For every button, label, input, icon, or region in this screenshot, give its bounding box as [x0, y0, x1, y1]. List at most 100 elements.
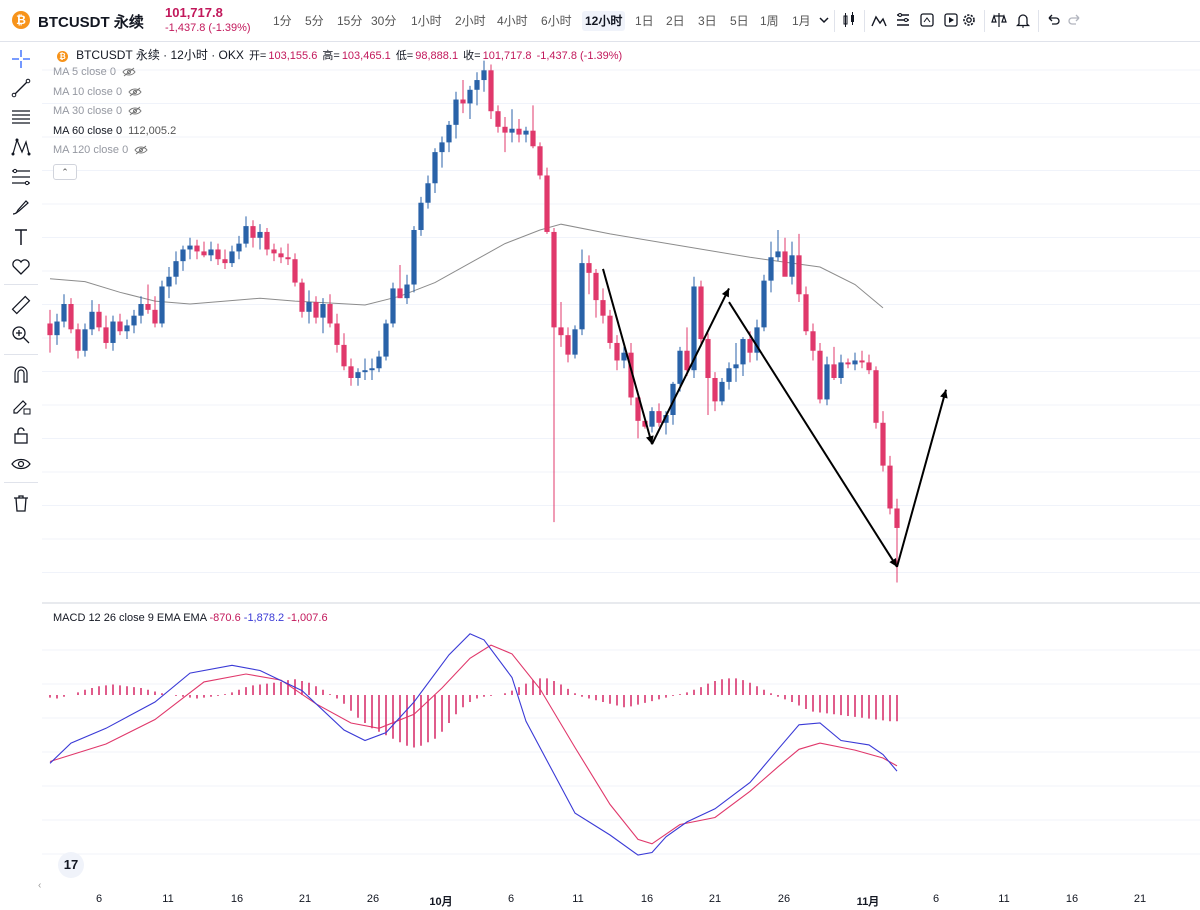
candle-body [418, 202, 424, 230]
candle-body [376, 356, 382, 369]
replay-icon[interactable] [942, 11, 960, 29]
candle-body [537, 146, 543, 176]
timeframe-2[interactable]: 15分 [337, 14, 363, 28]
candle-body [236, 243, 242, 252]
lock-icon[interactable] [10, 424, 32, 446]
fib-icon[interactable] [10, 166, 32, 188]
ma-legend-row-1[interactable]: MA 10 close 0 [53, 86, 142, 98]
candle-body [355, 372, 361, 378]
timeframe-14[interactable]: 1月 [792, 14, 811, 28]
ma-legend-row-4[interactable]: MA 120 close 0 [53, 144, 148, 156]
x-tick-label: 26 [366, 893, 380, 905]
drawn-arrows[interactable] [602, 268, 948, 568]
candle-body [47, 323, 53, 336]
candle-body [586, 263, 592, 273]
bitcoin-logo-icon: ₿ [12, 11, 30, 29]
candle-style-icon[interactable] [840, 11, 858, 29]
candle-body [530, 130, 536, 147]
alert-icon[interactable] [918, 11, 936, 29]
candle-body [544, 175, 550, 232]
ma-legend-row-0[interactable]: MA 5 close 0 [53, 66, 136, 78]
settings-icon[interactable] [960, 11, 978, 29]
chevron-down-icon[interactable]: ⌵ [134, 10, 144, 24]
timeframe-5[interactable]: 2小时 [455, 14, 486, 28]
ma-legend-row-3[interactable]: MA 60 close 0 112,005.2 [53, 125, 176, 137]
x-tick-label: 10月 [429, 896, 453, 908]
trash-icon[interactable] [10, 492, 32, 514]
undo-icon[interactable] [1044, 11, 1062, 29]
legend-title: BTCUSDT 永续 · 12小时 · OKX [76, 48, 244, 62]
candle-body [614, 342, 620, 361]
candle-body [103, 327, 109, 343]
text-icon[interactable] [10, 226, 32, 248]
candle-body [649, 411, 655, 427]
timeframe-6[interactable]: 4小时 [497, 14, 528, 28]
ruler-icon[interactable] [10, 294, 32, 316]
symbol-title[interactable]: BTCUSDT 永续 [38, 14, 144, 31]
alerts-bell-icon[interactable] [1014, 11, 1032, 29]
timeframe-3[interactable]: 30分 [371, 14, 397, 28]
hidden-eye-icon[interactable] [128, 106, 142, 116]
candle-body [180, 249, 186, 262]
brush-icon[interactable] [10, 196, 32, 218]
timeframe-1[interactable]: 5分 [305, 14, 324, 28]
heart-icon[interactable] [10, 255, 32, 277]
legend-change: -1,437.8 (-1.39%) [536, 50, 623, 62]
timeframe-9[interactable]: 1日 [635, 14, 654, 28]
compare-icon[interactable] [990, 11, 1008, 29]
magnet-icon[interactable] [10, 364, 32, 386]
horizontal-lines-icon[interactable] [10, 106, 32, 128]
ma-label: MA 10 close 0 [53, 85, 123, 98]
hidden-eye-icon[interactable] [122, 67, 136, 77]
templates-icon[interactable] [894, 11, 912, 29]
trend-line-icon[interactable] [10, 77, 32, 99]
candle-body [348, 366, 354, 378]
candle-body [68, 304, 74, 330]
candle-body [159, 286, 165, 324]
candle-body [341, 344, 347, 367]
legend-open: 103,155.6 [268, 50, 318, 62]
timeframe-4[interactable]: 1小时 [411, 14, 442, 28]
timeframe-0[interactable]: 1分 [273, 14, 292, 28]
timeframe-11[interactable]: 3日 [698, 14, 717, 28]
indicators-icon[interactable] [870, 11, 888, 29]
hidden-eye-icon[interactable] [134, 145, 148, 155]
hidden-eye-icon[interactable] [128, 87, 142, 97]
candle-body [397, 288, 403, 299]
timeframe-8[interactable]: 12小时 [582, 11, 626, 31]
candle-body [278, 253, 284, 258]
candle-body [54, 321, 60, 336]
zoom-icon[interactable] [10, 324, 32, 346]
pattern-icon[interactable] [10, 136, 32, 158]
timeframe-10[interactable]: 2日 [666, 14, 685, 28]
candle-body [215, 249, 221, 260]
ma-legend-row-2[interactable]: MA 30 close 0 [53, 105, 142, 117]
scroll-left-icon[interactable]: ‹ [38, 880, 42, 891]
chevron-down-icon[interactable] [815, 11, 833, 29]
timeframe-7[interactable]: 6小时 [541, 14, 572, 28]
arrow-head [940, 389, 948, 399]
x-tick-label: 11月 [856, 896, 880, 908]
crosshair-icon[interactable] [10, 48, 32, 70]
candle-body [509, 128, 515, 133]
collapse-legend-button[interactable]: ⌃ [53, 164, 77, 180]
eye-icon[interactable] [10, 453, 32, 475]
tradingview-logo[interactable]: 17 [58, 852, 84, 878]
candle-body [593, 272, 599, 301]
ma-label: MA 30 close 0 [53, 105, 123, 117]
candle-body [782, 251, 788, 277]
candle-body [383, 323, 389, 357]
candle-body [362, 370, 368, 373]
drawing-toolbar [0, 42, 42, 910]
legend-close-label: 收= [463, 50, 481, 62]
timeframe-13[interactable]: 1周 [760, 14, 779, 28]
lock-draw-icon[interactable] [10, 394, 32, 416]
candle-body [796, 255, 802, 295]
x-tick-label: 26 [777, 893, 791, 905]
candle-body [789, 255, 795, 277]
timeframe-12[interactable]: 5日 [730, 14, 749, 28]
candle-body [663, 415, 669, 423]
candle-body [306, 302, 312, 312]
redo-icon[interactable] [1066, 11, 1084, 29]
